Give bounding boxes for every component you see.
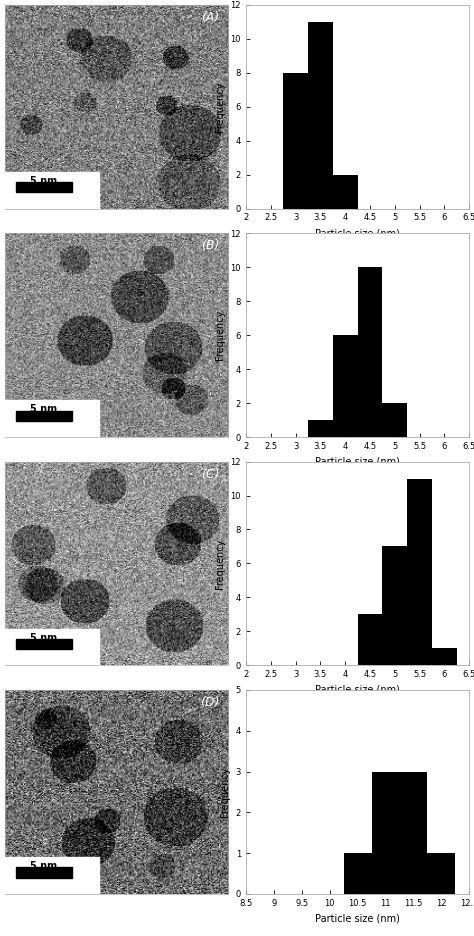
Bar	[16, 183, 72, 192]
Text: (C): (C)	[201, 468, 219, 480]
Bar	[308, 22, 333, 209]
X-axis label: Particle size (nm): Particle size (nm)	[315, 685, 400, 695]
Bar	[400, 771, 428, 894]
Bar	[283, 73, 308, 209]
Text: 5 nm: 5 nm	[30, 176, 57, 186]
Bar	[432, 649, 457, 665]
Y-axis label: Frequency: Frequency	[215, 310, 225, 360]
Bar	[16, 411, 72, 420]
Bar	[383, 547, 407, 665]
Bar	[5, 172, 99, 209]
Bar	[16, 868, 72, 878]
Y-axis label: Frequency: Frequency	[215, 81, 225, 132]
Y-axis label: Frequency: Frequency	[215, 538, 225, 589]
X-axis label: Particle size (nm): Particle size (nm)	[315, 914, 400, 923]
Text: 5 nm: 5 nm	[30, 633, 57, 643]
Bar	[5, 401, 99, 437]
Bar	[344, 853, 372, 894]
X-axis label: Particle size (nm): Particle size (nm)	[315, 228, 400, 238]
Text: (A): (A)	[201, 11, 219, 23]
Bar	[5, 629, 99, 665]
X-axis label: Particle size (nm): Particle size (nm)	[315, 457, 400, 466]
Y-axis label: Frequency: Frequency	[220, 767, 230, 817]
Text: 5 nm: 5 nm	[30, 861, 57, 871]
Bar	[372, 771, 400, 894]
Bar	[407, 478, 432, 665]
Text: (B): (B)	[201, 240, 219, 252]
Bar	[333, 175, 357, 209]
Text: 5 nm: 5 nm	[30, 404, 57, 415]
Bar	[333, 335, 357, 437]
Bar	[428, 853, 456, 894]
Bar	[16, 639, 72, 650]
Bar	[357, 267, 383, 437]
Text: (D): (D)	[200, 696, 219, 709]
Bar	[5, 857, 99, 894]
Bar	[357, 614, 383, 665]
Bar	[383, 403, 407, 437]
Bar	[308, 420, 333, 437]
